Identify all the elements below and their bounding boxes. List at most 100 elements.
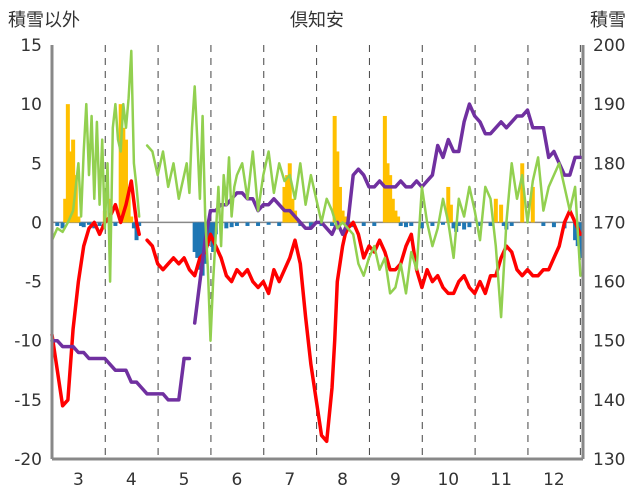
bar [63,198,68,223]
x-tick-label: 10 [437,470,459,490]
y-tick-label: 0 [31,213,42,233]
bar [290,198,295,223]
bar [65,104,70,223]
y2-tick-label: 180 [593,154,625,174]
x-tick-label: 6 [232,470,243,490]
bar [551,222,556,228]
bar [137,222,142,226]
bar [97,222,102,226]
bar [73,175,78,223]
bar [477,222,482,226]
plot-frame [50,45,585,461]
bar [308,222,313,228]
y2-tick-label: 130 [593,450,625,470]
bar [121,127,126,223]
bar [277,222,282,226]
bar [396,216,401,223]
bar [530,186,535,223]
bar [451,222,456,229]
right-y-ticks: 200 190 180 170 160 150 140 130 [593,36,625,470]
bar [86,222,91,225]
bar [467,222,472,228]
left-axis-label: 積雪以外 [8,10,80,31]
bar [448,204,453,223]
y-tick-label: -10 [14,332,42,352]
bar [332,115,337,223]
bar [224,222,229,229]
bar [578,222,583,258]
bar [195,222,200,258]
bar [335,151,340,223]
bar [419,222,424,229]
bar [79,222,84,226]
bar [192,222,197,252]
bar [330,222,335,226]
x-tick-label: 4 [126,470,137,490]
bar [118,104,123,223]
bar [208,222,213,241]
bar [398,222,403,226]
green-line [145,85,582,342]
bar [71,139,76,223]
bar [55,222,60,226]
bar [501,222,506,226]
bar [343,216,348,223]
y2-tick-label: 200 [593,36,625,56]
bar [340,210,345,223]
bar [382,115,387,223]
bar [245,222,250,226]
green-line [50,49,141,283]
chart-title: 倶知安 [290,10,344,31]
bar [234,222,239,226]
red-line [145,208,583,444]
bar [541,222,546,226]
y2-tick-label: 150 [593,332,625,352]
left-y-ticks: 15 10 5 0 -5 -10 -15 -20 [14,36,42,470]
bar [372,222,377,226]
x-tick-label: 8 [337,470,348,490]
bar [462,222,467,230]
y2-tick-label: 190 [593,95,625,115]
red-line [50,179,141,408]
bar [573,222,578,241]
bar [123,139,128,223]
bar [337,186,342,223]
y2-tick-label: 160 [593,273,625,293]
x-tick-label: 5 [179,470,190,490]
bar [488,222,493,226]
bar [81,222,86,228]
bar [197,222,202,270]
bar [390,198,395,223]
y-tick-label: 5 [31,154,42,174]
y-tick-label: 15 [20,36,42,56]
y2-tick-label: 170 [593,213,625,233]
bar [60,222,65,229]
bar [520,163,525,223]
bar [456,222,461,226]
bar [266,222,271,225]
bar [68,151,73,223]
bar [446,186,451,223]
bar [388,175,393,223]
bar [134,222,139,241]
x-tick-label: 12 [543,470,565,490]
bar [126,186,131,223]
bar [409,222,414,226]
y-tick-label: -5 [25,273,42,293]
bar [509,222,514,226]
x-tick-label: 7 [284,470,295,490]
bar [229,222,234,228]
bar [129,216,134,223]
bar [393,210,398,223]
x-tick-label: 9 [390,470,401,490]
x-tick-label: 3 [73,470,84,490]
bar [285,175,290,223]
y2-tick-label: 140 [593,391,625,411]
bar [256,222,261,226]
bar [113,222,118,226]
bar [499,204,504,223]
bar [493,198,498,223]
bar [282,186,287,223]
y-tick-label: -15 [14,391,42,411]
purple-line [50,338,186,402]
